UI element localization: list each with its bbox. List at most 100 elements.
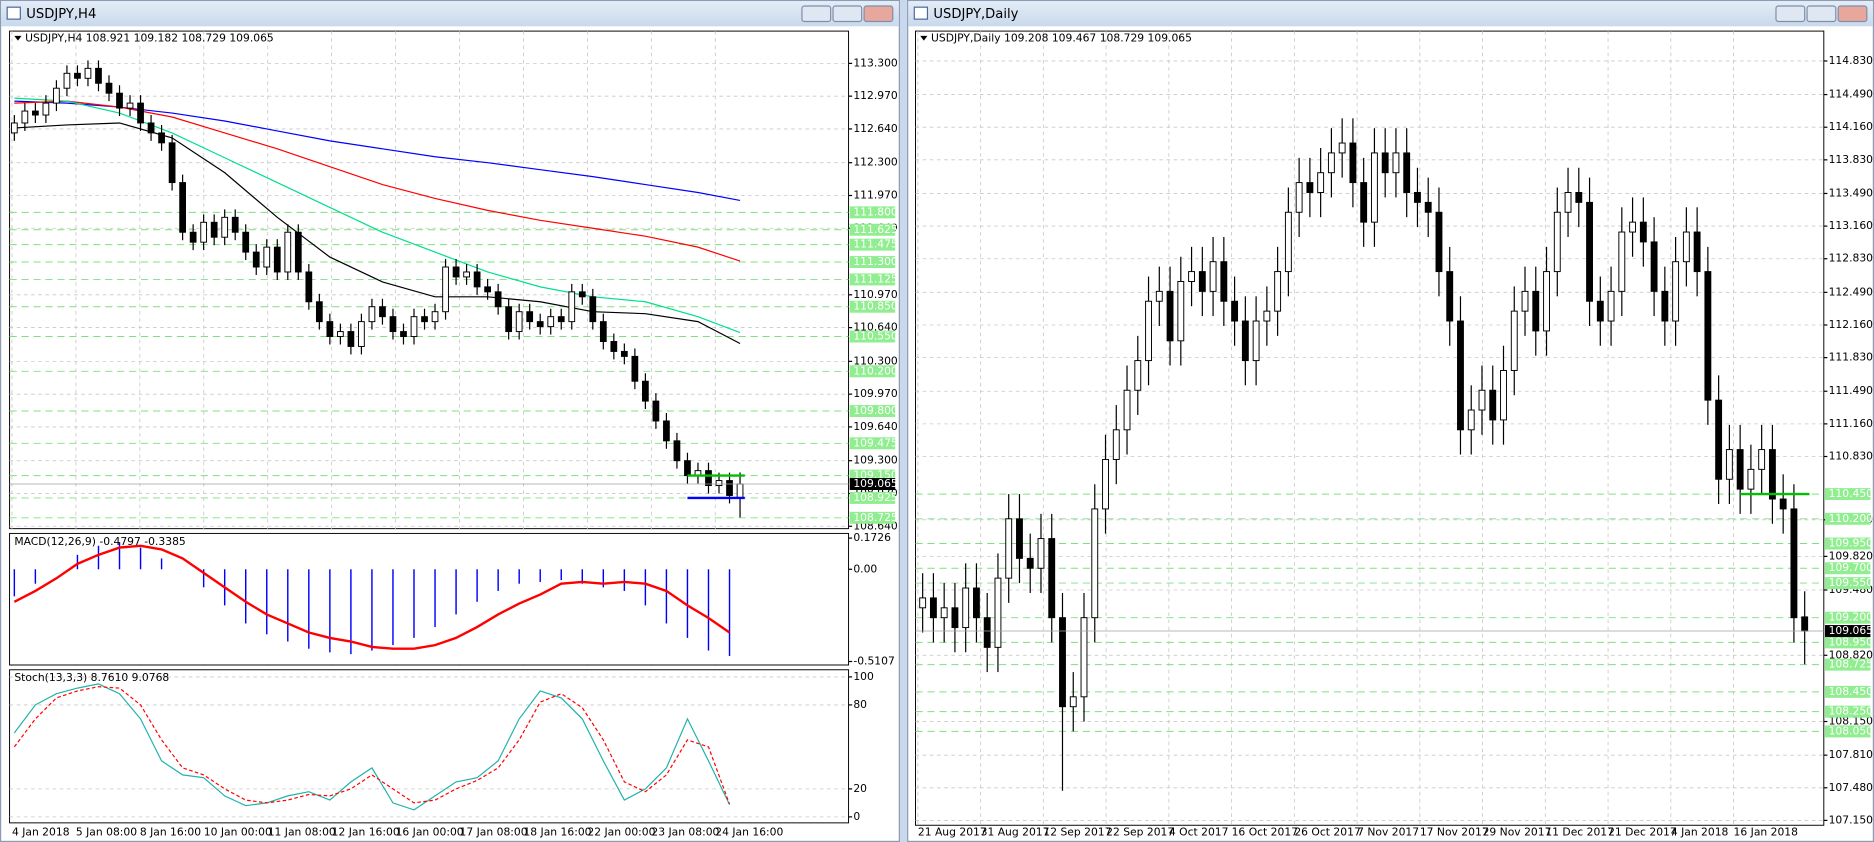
close-button[interactable] — [863, 5, 894, 23]
candle-body — [1166, 290, 1174, 342]
level-label-box — [1824, 577, 1871, 590]
candle-body — [962, 587, 970, 629]
candle-body — [42, 102, 50, 116]
candle-body — [663, 420, 670, 442]
candle-body — [1123, 389, 1131, 431]
candle-body — [983, 617, 991, 648]
date-label: 21 Aug 2017 — [918, 825, 987, 838]
candle-body — [1241, 320, 1249, 362]
candle-body — [326, 321, 334, 338]
candle-body — [74, 72, 81, 79]
candle-body — [421, 316, 428, 323]
y-tick-label: 0 — [853, 810, 860, 823]
candle-body — [368, 306, 376, 323]
candle-body — [168, 142, 176, 184]
candle-body — [126, 102, 134, 109]
info-arrow — [14, 35, 22, 41]
y-tick-label: 114.490 — [1829, 88, 1874, 101]
level-label: 109.475 — [853, 436, 897, 449]
level-label: 110.450 — [1829, 487, 1874, 500]
candle-body — [547, 316, 555, 328]
level-label-box — [1824, 562, 1871, 575]
candle-body — [158, 132, 165, 144]
level-label-box — [849, 365, 896, 378]
y-tick-label: 20 — [853, 782, 867, 795]
y-tick-label: 111.490 — [1829, 384, 1874, 397]
candle-body — [536, 321, 544, 328]
candle-body — [652, 400, 660, 422]
candle-body — [452, 266, 460, 278]
candle-body — [1263, 310, 1271, 322]
close-button[interactable] — [1837, 5, 1868, 23]
y-tick-label: 113.830 — [1829, 153, 1874, 166]
level-label-box — [849, 300, 896, 313]
y-tick-label: 112.970 — [853, 89, 898, 102]
candle-body — [84, 67, 92, 79]
y-tick-label: 100 — [853, 670, 874, 683]
candle-body — [1586, 201, 1593, 302]
y-tick-label: 0.00 — [853, 562, 877, 575]
moving-average — [14, 100, 741, 202]
level-label: 108.725 — [853, 511, 897, 524]
candle-body — [10, 122, 18, 134]
date-label: 12 Jan 16:00 — [332, 825, 400, 838]
y-tick-label: 113.490 — [1829, 186, 1874, 199]
maximize-button[interactable] — [1806, 5, 1837, 23]
level-label-box — [1824, 725, 1871, 738]
candle-body — [389, 316, 397, 333]
candle-body — [1370, 152, 1378, 223]
level-label: 111.475 — [853, 238, 897, 251]
y-tick-label: 107.150 — [1829, 813, 1874, 826]
chart-info: USDJPY,H4 108.921 109.182 108.729 109.06… — [25, 31, 274, 44]
candle-body — [494, 291, 502, 308]
candle-body — [715, 480, 723, 487]
candle-body — [1618, 231, 1626, 292]
candle-body — [1220, 261, 1228, 302]
candle-body — [1112, 429, 1120, 460]
candle-body — [1145, 300, 1152, 362]
date-label: 16 Jan 00:00 — [396, 825, 464, 838]
level-label: 110.850 — [853, 300, 898, 313]
candle-body — [557, 316, 565, 323]
level-label: 108.450 — [1829, 685, 1874, 698]
date-label: 22 Sep 2017 — [1106, 825, 1174, 838]
level-label-box — [1824, 488, 1871, 501]
date-label: 11 Dec 2017 — [1545, 825, 1614, 838]
candle-body — [1209, 261, 1217, 292]
candle-body — [210, 221, 218, 238]
candle-body — [1672, 261, 1680, 322]
candle-body — [294, 231, 302, 273]
candle-body — [1403, 152, 1411, 193]
level-label-box — [1824, 512, 1871, 525]
level-label-box — [1824, 636, 1871, 649]
y-tick-label: 80 — [853, 698, 867, 711]
candle-body — [642, 380, 649, 402]
candle-body — [1532, 290, 1540, 332]
candle-body — [1704, 271, 1712, 401]
candle-body — [1478, 389, 1486, 411]
candle-body — [1048, 538, 1056, 619]
candle-body — [589, 296, 597, 323]
candle-body — [379, 306, 386, 318]
maximize-button[interactable] — [832, 5, 863, 23]
date-label: 17 Nov 2017 — [1420, 825, 1489, 838]
y-tick-label: 112.490 — [1829, 285, 1874, 298]
level-label: 110.200 — [1829, 512, 1874, 525]
date-label: 16 Jan 2018 — [1734, 825, 1799, 838]
date-label: 11 Jan 08:00 — [268, 825, 336, 838]
minimize-button[interactable] — [1775, 5, 1806, 23]
indicator-panel — [9, 669, 850, 824]
info-arrow — [920, 35, 928, 41]
candle-body — [137, 102, 144, 124]
title-bar — [908, 1, 1873, 27]
candle-body — [1725, 449, 1733, 480]
date-label: 4 Oct 2017 — [1169, 825, 1229, 838]
date-label: 4 Jan 2018 — [12, 825, 70, 838]
candle-body — [994, 577, 1002, 648]
date-label: 24 Jan 16:00 — [715, 825, 783, 838]
date-label: 5 Jan 08:00 — [76, 825, 137, 838]
candle-body — [53, 87, 60, 104]
minimize-button[interactable] — [801, 5, 832, 23]
candle-body — [1317, 172, 1325, 193]
candle-body — [347, 331, 355, 347]
